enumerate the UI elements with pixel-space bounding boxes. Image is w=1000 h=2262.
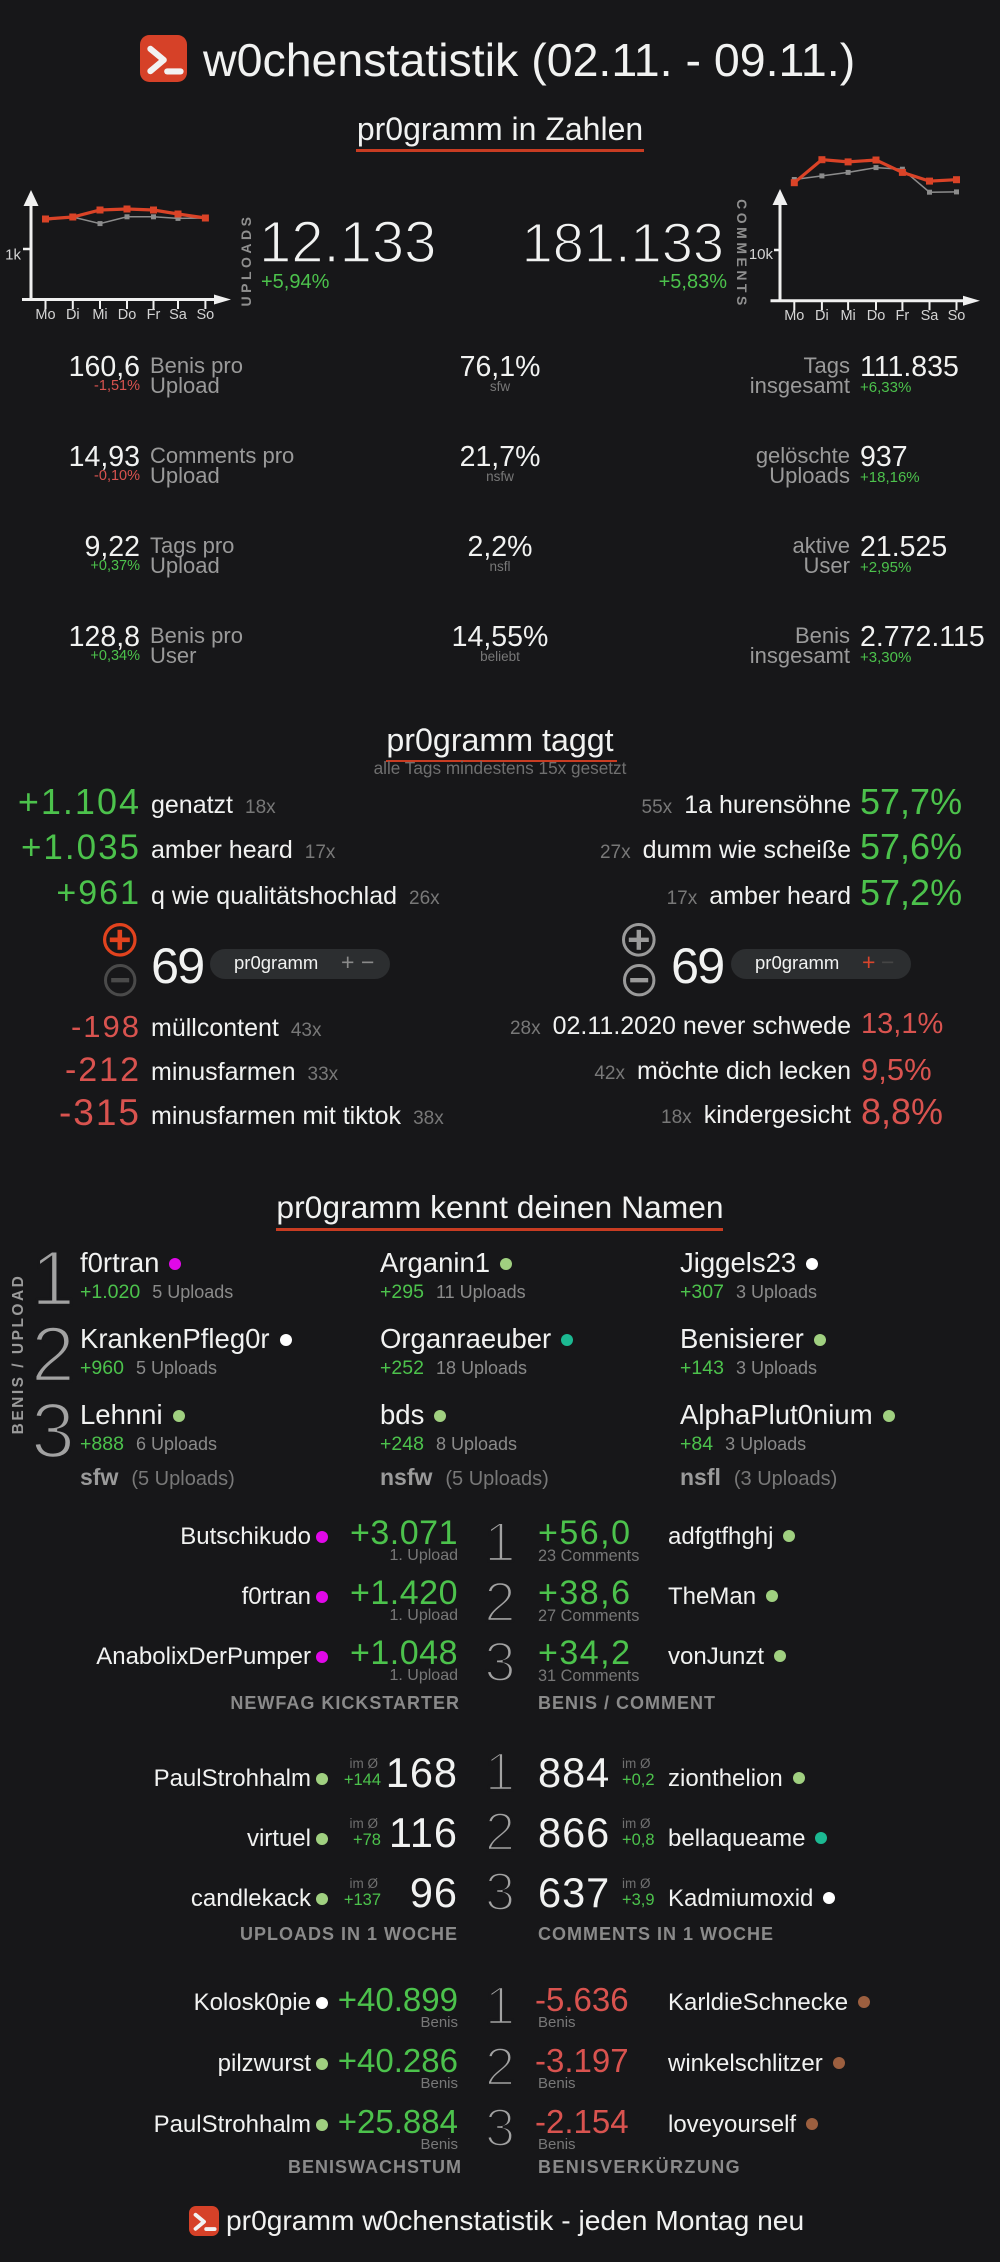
svg-text:Di: Di	[66, 307, 80, 323]
svg-text:Sa: Sa	[169, 307, 188, 323]
svg-text:Do: Do	[118, 307, 137, 323]
svg-text:Do: Do	[867, 308, 886, 324]
svg-text:So: So	[948, 308, 966, 324]
svg-text:Mi: Mi	[840, 308, 855, 324]
svg-text:Mo: Mo	[35, 307, 55, 323]
svg-text:Di: Di	[815, 308, 829, 324]
svg-text:Fr: Fr	[147, 307, 161, 323]
svg-text:10k: 10k	[749, 246, 774, 263]
svg-text:Mo: Mo	[784, 308, 804, 324]
svg-text:Fr: Fr	[896, 308, 910, 324]
svg-text:1k: 1k	[5, 247, 21, 264]
svg-text:Sa: Sa	[921, 308, 940, 324]
svg-text:So: So	[197, 307, 215, 323]
svg-text:Mi: Mi	[92, 307, 107, 323]
